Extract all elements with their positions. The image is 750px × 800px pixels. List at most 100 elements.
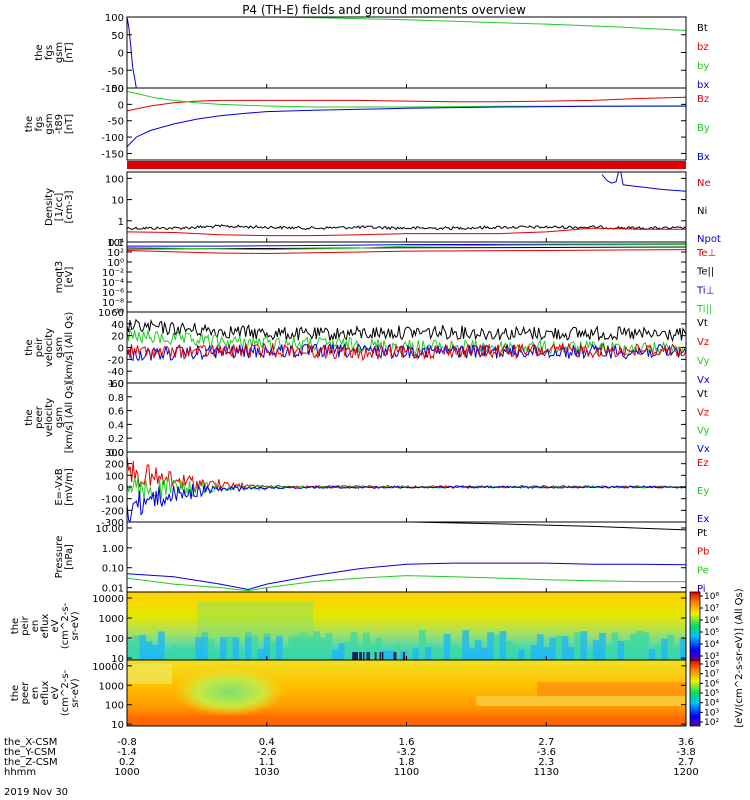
series-Pt bbox=[411, 522, 686, 531]
y-tick-label: 200 bbox=[105, 460, 124, 471]
y-tick-label: 10⁻⁶ bbox=[102, 288, 124, 299]
y-tick-label: 0 bbox=[118, 49, 124, 60]
y-tick-label: 0.1 bbox=[108, 238, 124, 249]
y-tick-label: 10⁻⁸ bbox=[102, 298, 124, 309]
y-tick-label: -60 bbox=[108, 379, 124, 390]
series-Ex bbox=[127, 484, 686, 522]
y-tick-label: 10⁻² bbox=[102, 268, 124, 279]
colorbar-tick: 10⁷ bbox=[704, 604, 719, 614]
panel-6: 1.0 0.8 0.6 0.4 0.2 0.0 thepeervelocitygsm[km/… bbox=[24, 379, 710, 459]
series-group bbox=[127, 17, 686, 88]
colorbar-tick: 10⁶ bbox=[704, 616, 719, 626]
colorbar-tick: 10⁷ bbox=[704, 670, 719, 680]
legend-Vy: Vy bbox=[697, 426, 710, 437]
series-Pe bbox=[127, 575, 686, 592]
series-Te⊥ bbox=[127, 249, 686, 255]
y-tick-label: 60 bbox=[111, 308, 124, 319]
flag-bar bbox=[127, 161, 686, 169]
y-tick-label: 0.0 bbox=[108, 448, 124, 459]
legend-Ti⊥: Ti⊥ bbox=[696, 285, 714, 296]
y-tick-label: 50 bbox=[111, 84, 124, 95]
y-axis-label: thepeerenefluxeV(cm^2-s-sr-eV) bbox=[10, 669, 81, 716]
legend-Ex: Ex bbox=[697, 514, 709, 525]
colorbar-tick: 10⁸ bbox=[704, 660, 719, 670]
legend-Vx: Vx bbox=[697, 444, 710, 455]
y-axis-label: thefgsgsm-t89[nT] bbox=[24, 113, 75, 134]
series-group bbox=[127, 90, 686, 148]
legend-By: By bbox=[697, 123, 710, 134]
panel-3: 100 10 1 0.1 Density[1/cc][cm-3] Ne Ni Npot bbox=[44, 171, 721, 249]
y-tick-label: 50 bbox=[111, 31, 124, 42]
colorbar-label: [eV/(cm^2-s-sr-eV)] (All Qs) bbox=[734, 588, 745, 727]
ephemeris-row-label: the_X-CSM bbox=[4, 737, 57, 748]
ephemeris-value: 1100 bbox=[394, 767, 419, 778]
colorbar-tick: 10⁸ bbox=[704, 592, 719, 602]
y-tick-label: 0.6 bbox=[108, 407, 124, 418]
series-Ne bbox=[127, 227, 686, 237]
y-tick-label: 0.2 bbox=[108, 434, 124, 445]
panel-frame bbox=[126, 87, 687, 161]
series-Bz bbox=[127, 96, 686, 112]
y-tick-label: -100 bbox=[101, 84, 124, 95]
ephemeris-row-label: the_Y-CSM bbox=[4, 747, 56, 758]
ephemeris-value: 0.2 bbox=[119, 757, 135, 768]
y-tick-label: 0.01 bbox=[102, 584, 124, 595]
date-label: 2019 Nov 30 bbox=[4, 787, 68, 798]
ephemeris-value: -0.8 bbox=[117, 737, 137, 748]
y-tick-label: 10000 bbox=[92, 662, 124, 673]
series-Ni bbox=[127, 224, 686, 231]
y-tick-label: 10.00 bbox=[95, 524, 124, 535]
colorbar-tick: 10² bbox=[704, 718, 719, 728]
y-axis-label: E=-VxB[mV/m] bbox=[54, 468, 75, 506]
y-tick-label: 0.10 bbox=[102, 564, 124, 575]
y-tick-label: 10⁴ bbox=[107, 238, 124, 249]
y-axis-label: thepeervelocitygsm[km/s] (All Qs) bbox=[24, 382, 75, 454]
panels: 100500-50-100thefgsgsm[nT]Btbzbybx500-50… bbox=[10, 13, 721, 731]
ephemeris-value: 1130 bbox=[534, 767, 559, 778]
y-axis-label: moqt3[eV] bbox=[54, 261, 75, 294]
series-Vy bbox=[127, 328, 686, 357]
y-tick-label: -40 bbox=[108, 367, 124, 378]
colorbar-tick: 10⁵ bbox=[704, 628, 719, 638]
colorbar-tick: 10³ bbox=[704, 652, 719, 662]
series-Ti|| bbox=[127, 244, 686, 251]
series-Bx bbox=[127, 105, 686, 148]
legend-Pe: Pe bbox=[697, 565, 709, 576]
series-Vx bbox=[127, 343, 686, 362]
series-bx bbox=[127, 17, 137, 88]
y-axis-label: thepeirenefluxeV(cm^2-s-sr-eV) bbox=[10, 602, 81, 649]
y-tick-label: 10⁰ bbox=[107, 258, 124, 269]
y-tick-label: 10⁻¹⁰ bbox=[98, 308, 124, 319]
y-tick-label: 10000 bbox=[92, 594, 124, 605]
legend-Vt: Vt bbox=[697, 389, 708, 400]
panel-8: 10.00 1.00 0.10 0.01 Pressure[nPa] Pt Pb Pe Pi bbox=[54, 521, 709, 595]
series-Ti⊥ bbox=[127, 243, 686, 247]
legend-Pi: Pi bbox=[697, 584, 706, 595]
series-Ez bbox=[127, 455, 686, 494]
legend-Bz: Bz bbox=[697, 94, 709, 105]
x-axis-labels: the_X-CSM -0.8 0.4 1.6 2.7 3.6 the_Y-CSM -1.4 -2… bbox=[4, 737, 699, 778]
y-tick-label: -100 bbox=[101, 133, 124, 144]
ephemeris-value: 1.1 bbox=[259, 757, 275, 768]
y-tick-label: 0 bbox=[118, 483, 124, 494]
panel-2: 50 0 -50 -100 -150 thefgsgsm-t89[nT] Bz By Bx bbox=[24, 84, 710, 169]
ephemeris-value: 3.6 bbox=[678, 737, 694, 748]
y-axis-label: Density[1/cc][cm-3] bbox=[44, 188, 75, 226]
y-tick-label: 0.8 bbox=[108, 393, 124, 404]
legend-Vt: Vt bbox=[697, 318, 708, 329]
y-tick-label: -50 bbox=[108, 117, 124, 128]
y-axis-label: Pressure[nPa] bbox=[54, 536, 75, 579]
legend-Vx: Vx bbox=[697, 375, 710, 386]
series-group bbox=[127, 455, 686, 522]
legend-bz: bz bbox=[697, 42, 709, 53]
y-tick-label: 1000 bbox=[99, 614, 124, 625]
y-tick-label: 1.00 bbox=[102, 544, 124, 555]
ephemeris-value: 1200 bbox=[673, 767, 698, 778]
y-axis-label: thepeirvelocitygsm[km/s] (All Qs) bbox=[24, 312, 75, 384]
y-tick-label: 100 bbox=[105, 174, 124, 185]
legend-Te||: Te|| bbox=[696, 267, 714, 278]
panel-frame bbox=[126, 171, 687, 243]
spectrogram-electron bbox=[127, 660, 686, 726]
